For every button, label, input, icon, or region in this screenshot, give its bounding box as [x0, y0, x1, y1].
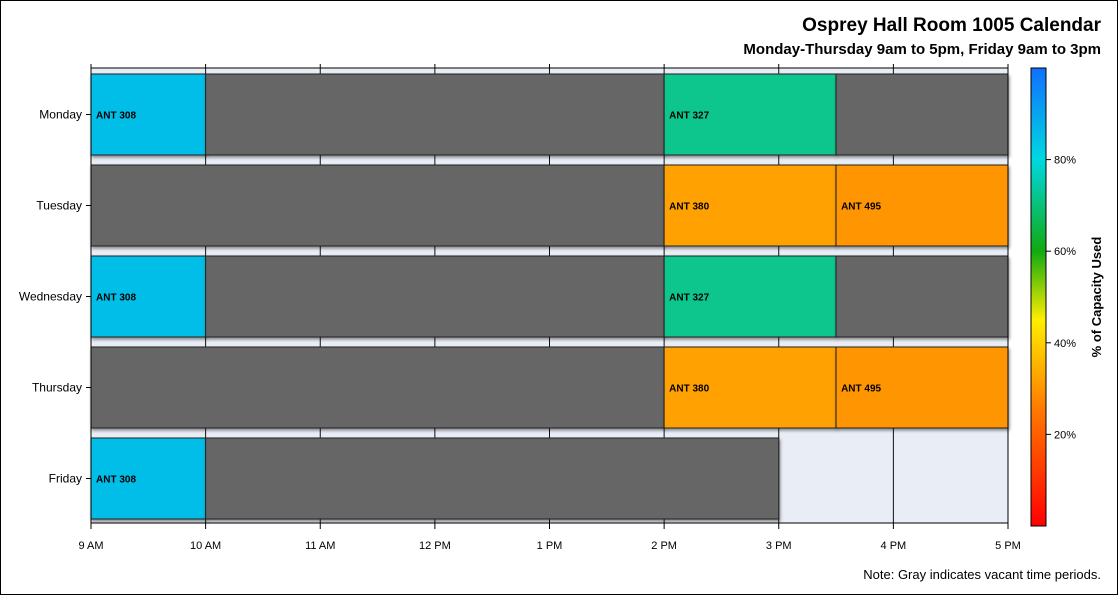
colorbar-tick-label: 20% — [1054, 429, 1076, 441]
x-tick-label: 12 PM — [419, 540, 451, 552]
course-bar — [835, 346, 1009, 429]
bar-label: ANT 308 — [96, 475, 136, 486]
bar-label: ANT 327 — [669, 111, 709, 122]
vacant-bar — [90, 164, 665, 247]
colorbar — [1030, 67, 1047, 527]
chart-note: Note: Gray indicates vacant time periods… — [863, 567, 1101, 582]
y-tick-label: Monday — [39, 108, 82, 122]
colorbar-tick-label: 40% — [1054, 338, 1076, 350]
vacant-bar — [205, 437, 780, 520]
bar-label: ANT 495 — [841, 384, 881, 395]
vacant-bar — [835, 255, 1009, 338]
bar-label: ANT 308 — [96, 293, 136, 304]
x-tick-label: 5 PM — [995, 540, 1021, 552]
course-bar — [835, 164, 1009, 247]
bar-label: ANT 380 — [669, 384, 709, 395]
x-tick-label: 11 AM — [305, 540, 335, 552]
x-tick-label: 2 PM — [651, 540, 677, 552]
y-tick-label: Friday — [49, 472, 82, 486]
x-tick-label: 9 AM — [78, 540, 103, 552]
course-bar — [663, 164, 837, 247]
vacant-bar — [90, 346, 665, 429]
colorbar-title: % of Capacity Used — [1089, 237, 1104, 358]
bar-label: ANT 327 — [669, 293, 709, 304]
bar-label: ANT 380 — [669, 202, 709, 213]
x-tick-label: 3 PM — [766, 540, 792, 552]
x-tick-label: 1 PM — [537, 540, 563, 552]
course-bar — [90, 255, 207, 338]
course-bar — [663, 73, 837, 156]
vacant-bar — [835, 73, 1009, 156]
course-bar — [663, 255, 837, 338]
bar-label: ANT 308 — [96, 111, 136, 122]
y-tick-label: Tuesday — [36, 199, 82, 213]
x-tick-label: 10 AM — [190, 540, 221, 552]
vacant-bar — [205, 255, 665, 338]
colorbar-tick-label: 80% — [1054, 155, 1076, 167]
chart-title: Osprey Hall Room 1005 Calendar — [802, 15, 1101, 36]
course-bar — [90, 73, 207, 156]
chart-subtitle: Monday-Thursday 9am to 5pm, Friday 9am t… — [743, 41, 1101, 58]
vacant-bar — [205, 73, 665, 156]
x-tick-label: 4 PM — [881, 540, 907, 552]
colorbar-tick-label: 60% — [1054, 246, 1076, 258]
bar-label: ANT 495 — [841, 202, 881, 213]
course-bar — [90, 437, 207, 520]
y-tick-label: Thursday — [32, 381, 82, 395]
y-tick-label: Wednesday — [19, 290, 82, 304]
